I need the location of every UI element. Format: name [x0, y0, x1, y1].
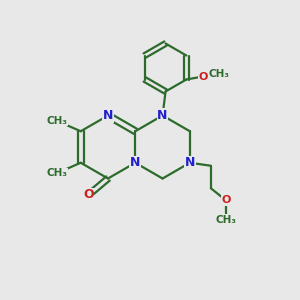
Text: O: O	[198, 71, 208, 82]
Text: O: O	[221, 195, 230, 205]
Text: CH₃: CH₃	[46, 168, 67, 178]
Text: O: O	[83, 188, 94, 202]
Text: CH₃: CH₃	[46, 116, 67, 126]
Text: CH₃: CH₃	[215, 215, 236, 225]
Text: N: N	[185, 156, 195, 169]
Text: N: N	[130, 156, 140, 169]
Text: N: N	[158, 109, 168, 122]
Text: CH₃: CH₃	[209, 68, 230, 79]
Text: N: N	[103, 109, 113, 122]
